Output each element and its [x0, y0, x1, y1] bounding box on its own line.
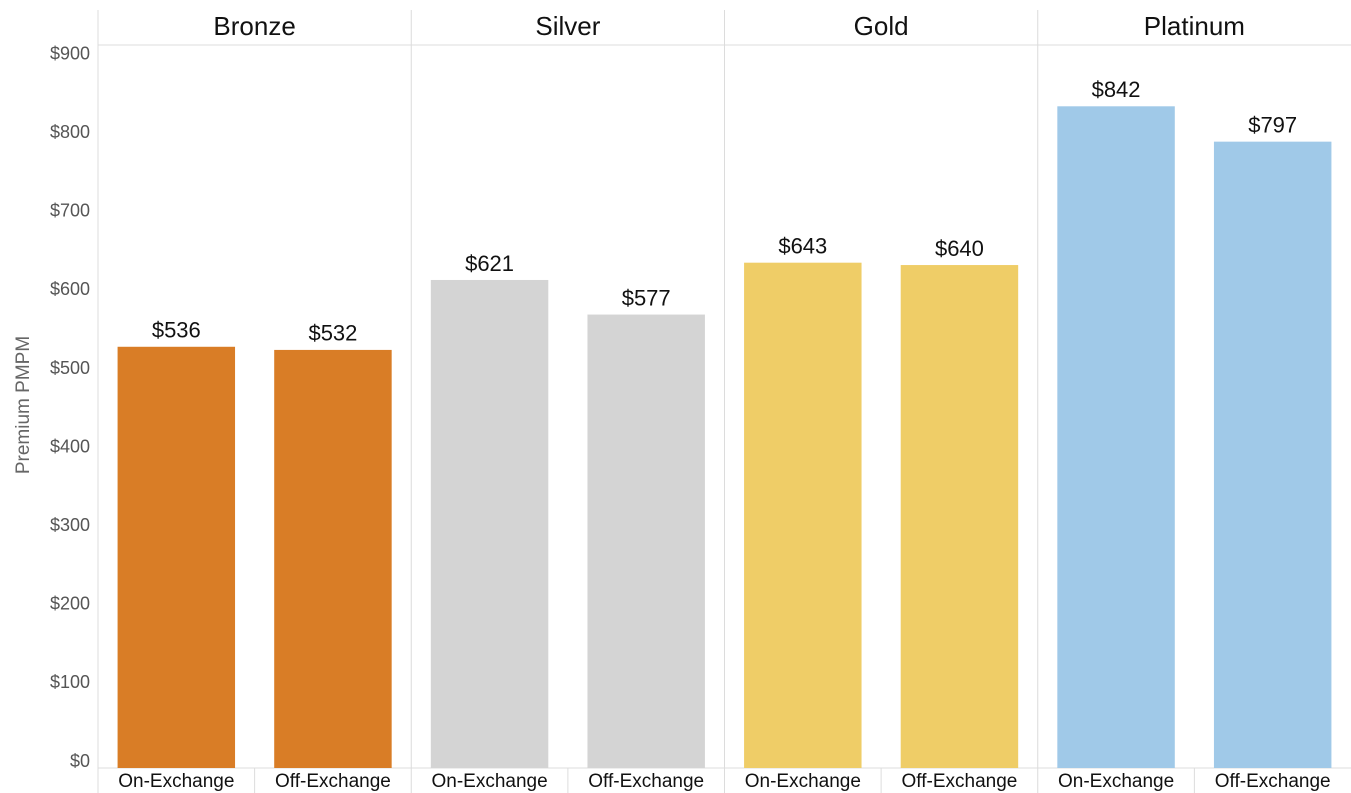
bar: [900, 265, 1019, 768]
panel-title: Gold: [854, 11, 909, 41]
bar: [744, 262, 862, 768]
value-label: $536: [152, 318, 201, 343]
bar: [587, 314, 705, 768]
x-tick-label: On-Exchange: [431, 771, 547, 792]
bar: [1213, 141, 1332, 768]
y-tick-label: $200: [50, 594, 90, 614]
x-tick-label: On-Exchange: [1058, 771, 1174, 792]
y-tick-label: $300: [50, 515, 90, 535]
y-tick-label: $800: [50, 122, 90, 142]
value-label: $640: [935, 236, 984, 261]
x-tick-label: On-Exchange: [118, 771, 234, 792]
y-tick-label: $0: [70, 751, 90, 771]
panel-title: Bronze: [213, 11, 295, 41]
y-tick-label: $500: [50, 358, 90, 378]
y-tick-label: $400: [50, 436, 90, 456]
value-label: $842: [1092, 77, 1141, 102]
y-tick-label: $600: [50, 279, 90, 299]
y-tick-label: $100: [50, 672, 90, 692]
panel-title: Silver: [535, 11, 600, 41]
bar: [274, 349, 392, 768]
x-tick-label: Off-Exchange: [588, 771, 704, 792]
y-tick-label: $700: [50, 201, 90, 221]
value-label: $643: [778, 233, 827, 258]
y-tick-label: $900: [50, 43, 90, 63]
x-tick-label: On-Exchange: [745, 771, 861, 792]
value-label: $797: [1248, 112, 1297, 137]
bar: [430, 279, 549, 768]
value-label: $577: [622, 285, 671, 310]
x-tick-label: Off-Exchange: [1215, 771, 1331, 792]
y-axis-label: Premium PMPM: [13, 336, 34, 474]
panel-title: Platinum: [1144, 11, 1245, 41]
bar: [1057, 106, 1175, 768]
value-label: $621: [465, 251, 514, 276]
bar: [117, 346, 236, 768]
x-tick-label: Off-Exchange: [902, 771, 1018, 792]
x-tick-label: Off-Exchange: [275, 771, 391, 792]
value-label: $532: [308, 321, 357, 346]
